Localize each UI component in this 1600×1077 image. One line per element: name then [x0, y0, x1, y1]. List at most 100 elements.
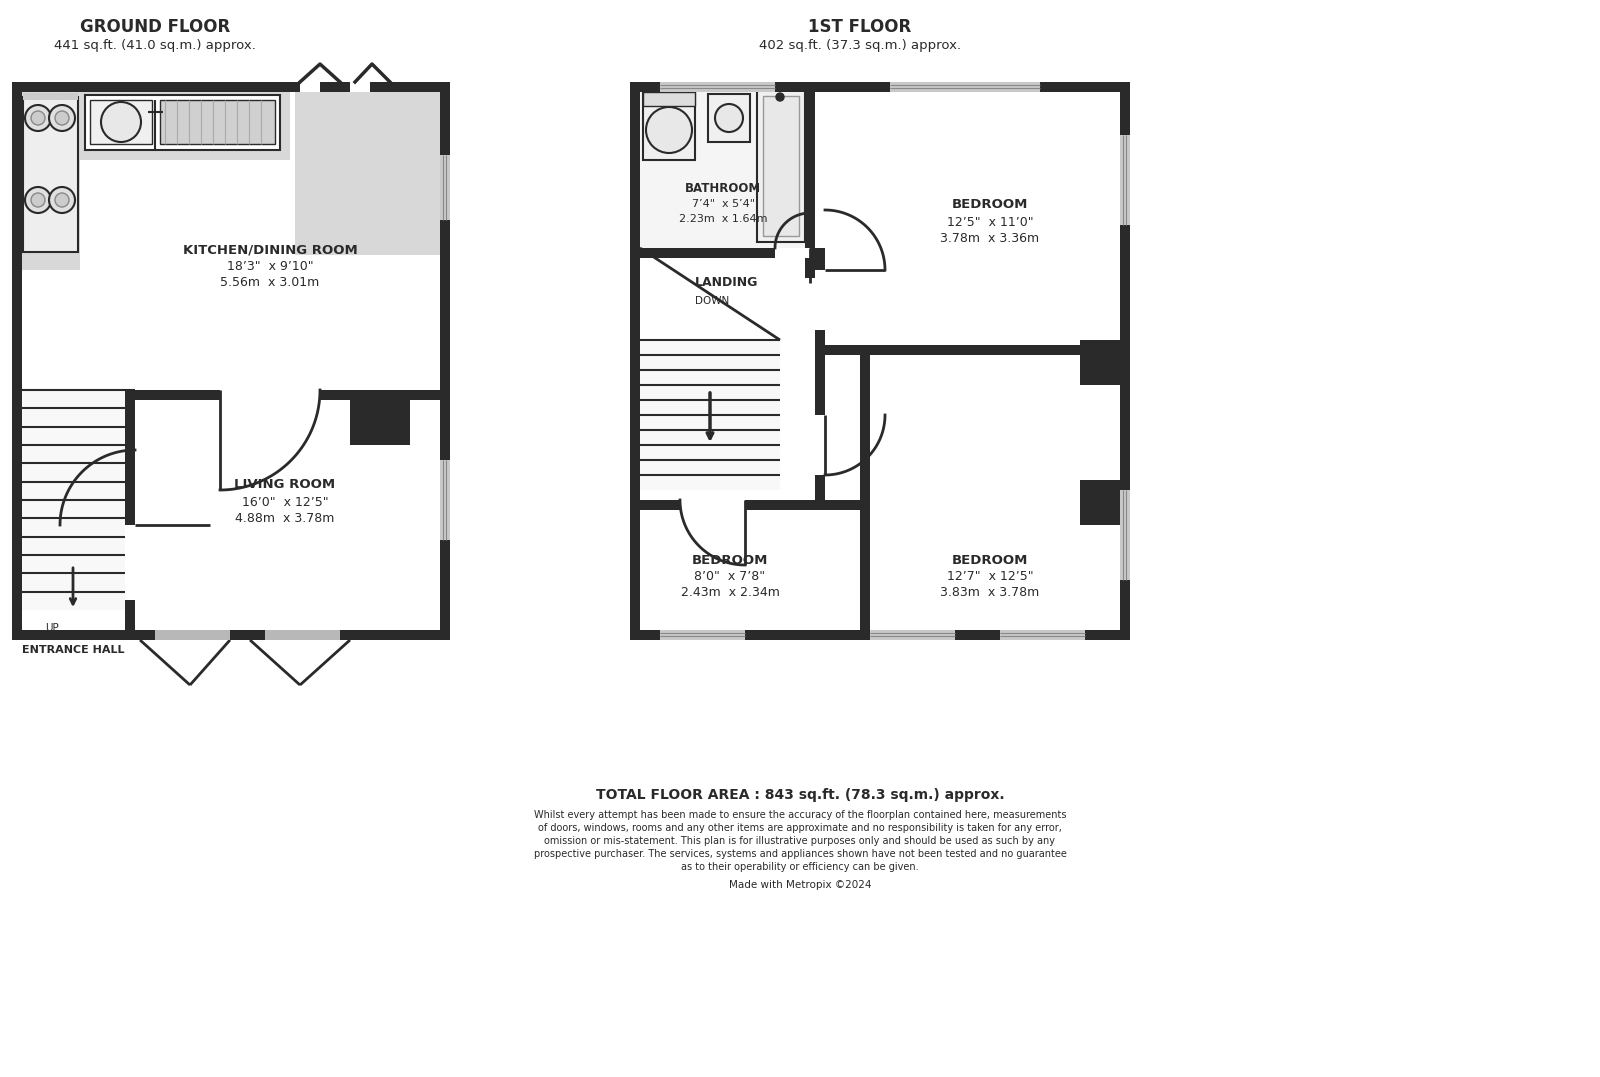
- Bar: [85, 95, 280, 150]
- Text: LANDING: LANDING: [694, 277, 758, 290]
- Bar: [22, 390, 134, 610]
- Circle shape: [646, 107, 691, 153]
- Bar: [90, 100, 152, 144]
- Bar: [350, 390, 410, 445]
- Bar: [221, 390, 320, 400]
- Text: 3.78m  x 3.36m: 3.78m x 3.36m: [941, 232, 1040, 244]
- Text: 1ST FLOOR: 1ST FLOOR: [808, 18, 912, 36]
- Circle shape: [776, 93, 784, 101]
- Text: prospective purchaser. The services, systems and appliances shown have not been : prospective purchaser. The services, sys…: [533, 849, 1067, 859]
- Text: 3.83m  x 3.78m: 3.83m x 3.78m: [941, 587, 1040, 600]
- Text: omission or mis-statement. This plan is for illustrative purposes only and shoul: omission or mis-statement. This plan is …: [544, 836, 1056, 847]
- Bar: [757, 90, 805, 242]
- Circle shape: [54, 193, 69, 207]
- Text: 12’7"  x 12’5": 12’7" x 12’5": [947, 571, 1034, 584]
- Text: 2.43m  x 2.34m: 2.43m x 2.34m: [680, 587, 779, 600]
- Text: as to their operability or efficiency can be given.: as to their operability or efficiency ca…: [682, 862, 918, 872]
- Text: BEDROOM: BEDROOM: [691, 554, 768, 567]
- Bar: [707, 94, 750, 142]
- Text: 5.56m  x 3.01m: 5.56m x 3.01m: [221, 277, 320, 290]
- Bar: [1080, 340, 1130, 384]
- Bar: [805, 82, 814, 278]
- Bar: [630, 82, 640, 640]
- Text: 8’0"  x 7’8": 8’0" x 7’8": [694, 571, 765, 584]
- Bar: [13, 82, 450, 640]
- Text: 12’5"  x 11’0": 12’5" x 11’0": [947, 215, 1034, 228]
- Circle shape: [30, 111, 45, 125]
- Bar: [661, 82, 774, 92]
- Bar: [266, 630, 339, 640]
- Text: 4.88m  x 3.78m: 4.88m x 3.78m: [235, 512, 334, 524]
- Bar: [640, 92, 814, 248]
- Circle shape: [54, 111, 69, 125]
- Bar: [125, 524, 134, 600]
- Circle shape: [26, 104, 51, 131]
- Text: Whilst every attempt has been made to ensure the accuracy of the floorplan conta: Whilst every attempt has been made to en…: [534, 810, 1066, 820]
- Bar: [160, 100, 275, 144]
- Text: LIVING ROOM: LIVING ROOM: [235, 478, 336, 491]
- Bar: [630, 630, 1130, 640]
- Bar: [1120, 490, 1130, 581]
- Bar: [643, 92, 694, 160]
- Bar: [22, 97, 78, 252]
- Bar: [22, 97, 78, 252]
- Bar: [440, 460, 450, 540]
- Text: DOWN: DOWN: [694, 296, 730, 306]
- Text: BEDROOM: BEDROOM: [952, 554, 1029, 567]
- Bar: [763, 96, 798, 236]
- Bar: [125, 390, 134, 640]
- Bar: [22, 93, 78, 100]
- Text: of doors, windows, rooms and any other items are approximate and no responsibili: of doors, windows, rooms and any other i…: [538, 823, 1062, 833]
- Text: 441 sq.ft. (41.0 sq.m.) approx.: 441 sq.ft. (41.0 sq.m.) approx.: [54, 40, 256, 53]
- Bar: [643, 92, 694, 106]
- Circle shape: [30, 193, 45, 207]
- Bar: [80, 92, 290, 160]
- Text: UP: UP: [45, 623, 59, 633]
- Bar: [13, 82, 450, 92]
- Text: Made with Metropix ©2024: Made with Metropix ©2024: [728, 880, 872, 890]
- Bar: [630, 500, 870, 510]
- Bar: [643, 92, 694, 106]
- Bar: [134, 630, 450, 640]
- Bar: [294, 92, 440, 160]
- Circle shape: [50, 104, 75, 131]
- Bar: [640, 340, 781, 490]
- Bar: [440, 82, 450, 390]
- Bar: [155, 630, 230, 640]
- Bar: [661, 630, 746, 640]
- Bar: [1000, 630, 1085, 640]
- Bar: [774, 248, 810, 258]
- Bar: [301, 82, 320, 92]
- Text: 2.23m  x 1.64m: 2.23m x 1.64m: [678, 214, 768, 224]
- Bar: [1120, 82, 1130, 640]
- Bar: [890, 82, 1040, 92]
- Circle shape: [26, 187, 51, 213]
- Bar: [630, 82, 1130, 92]
- Bar: [814, 270, 826, 330]
- Circle shape: [50, 187, 75, 213]
- Bar: [134, 390, 221, 400]
- Bar: [1080, 480, 1130, 524]
- Bar: [22, 92, 80, 270]
- Bar: [826, 345, 1130, 355]
- Bar: [440, 390, 450, 640]
- Bar: [350, 82, 370, 92]
- Text: KITCHEN/DINING ROOM: KITCHEN/DINING ROOM: [182, 243, 357, 256]
- Bar: [814, 415, 826, 475]
- Bar: [440, 155, 450, 220]
- Text: TOTAL FLOOR AREA : 843 sq.ft. (78.3 sq.m.) approx.: TOTAL FLOOR AREA : 843 sq.ft. (78.3 sq.m…: [595, 788, 1005, 802]
- Text: 402 sq.ft. (37.3 sq.m.) approx.: 402 sq.ft. (37.3 sq.m.) approx.: [758, 40, 962, 53]
- Circle shape: [715, 104, 742, 132]
- Text: 18’3"  x 9’10": 18’3" x 9’10": [227, 261, 314, 274]
- Text: BEDROOM: BEDROOM: [952, 198, 1029, 211]
- Bar: [1120, 135, 1130, 225]
- Circle shape: [101, 102, 141, 142]
- Bar: [861, 345, 870, 640]
- Bar: [630, 82, 1130, 640]
- Text: 16’0"  x 12’5": 16’0" x 12’5": [242, 495, 328, 508]
- Text: ENTRANCE HALL: ENTRANCE HALL: [22, 645, 125, 655]
- Bar: [294, 160, 440, 255]
- Bar: [814, 248, 826, 500]
- Bar: [630, 248, 814, 258]
- Text: 7’4"  x 5’4": 7’4" x 5’4": [691, 199, 755, 209]
